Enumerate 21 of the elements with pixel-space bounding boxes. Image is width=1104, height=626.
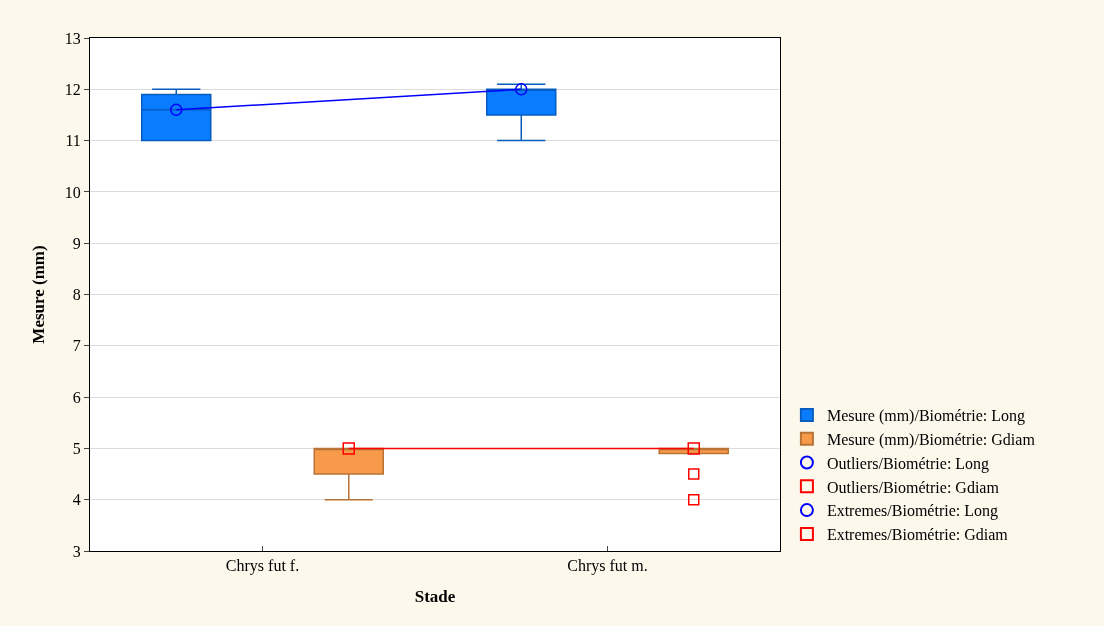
legend-label: Outliers/Biométrie: Long <box>826 454 990 473</box>
y-tick-label: 9 <box>72 234 81 252</box>
legend-label: Extremes/Biométrie: Gdiam <box>826 526 1009 544</box>
y-tick-label: 7 <box>72 337 81 355</box>
x-tick-label: Chrys fut f. <box>225 557 300 576</box>
y-tick-label: 6 <box>72 388 81 406</box>
y-tick-label: 5 <box>72 440 81 457</box>
y-tick-label: 10 <box>64 183 81 201</box>
y-tick-label: 12 <box>64 80 81 98</box>
legend-label: Outliers/Biométrie: Gdiam <box>826 478 1000 496</box>
y-tick-label: 4 <box>72 491 81 509</box>
legend-label: Mesure (mm)/Biométrie: Long <box>826 407 1026 426</box>
legend-label: Mesure (mm)/Biométrie: Gdiam <box>826 430 1036 449</box>
x-axis-title: Stade <box>414 586 456 606</box>
y-tick-label: 13 <box>64 29 81 47</box>
legend-label: Extremes/Biométrie: Long <box>826 502 998 521</box>
y-axis-title: Mesure (mm) <box>29 245 49 344</box>
y-tick-label: 11 <box>65 132 81 150</box>
y-tick-label: 8 <box>72 286 81 304</box>
y-tick-label: 3 <box>72 542 81 560</box>
x-tick-label: Chrys fut m. <box>567 557 648 576</box>
